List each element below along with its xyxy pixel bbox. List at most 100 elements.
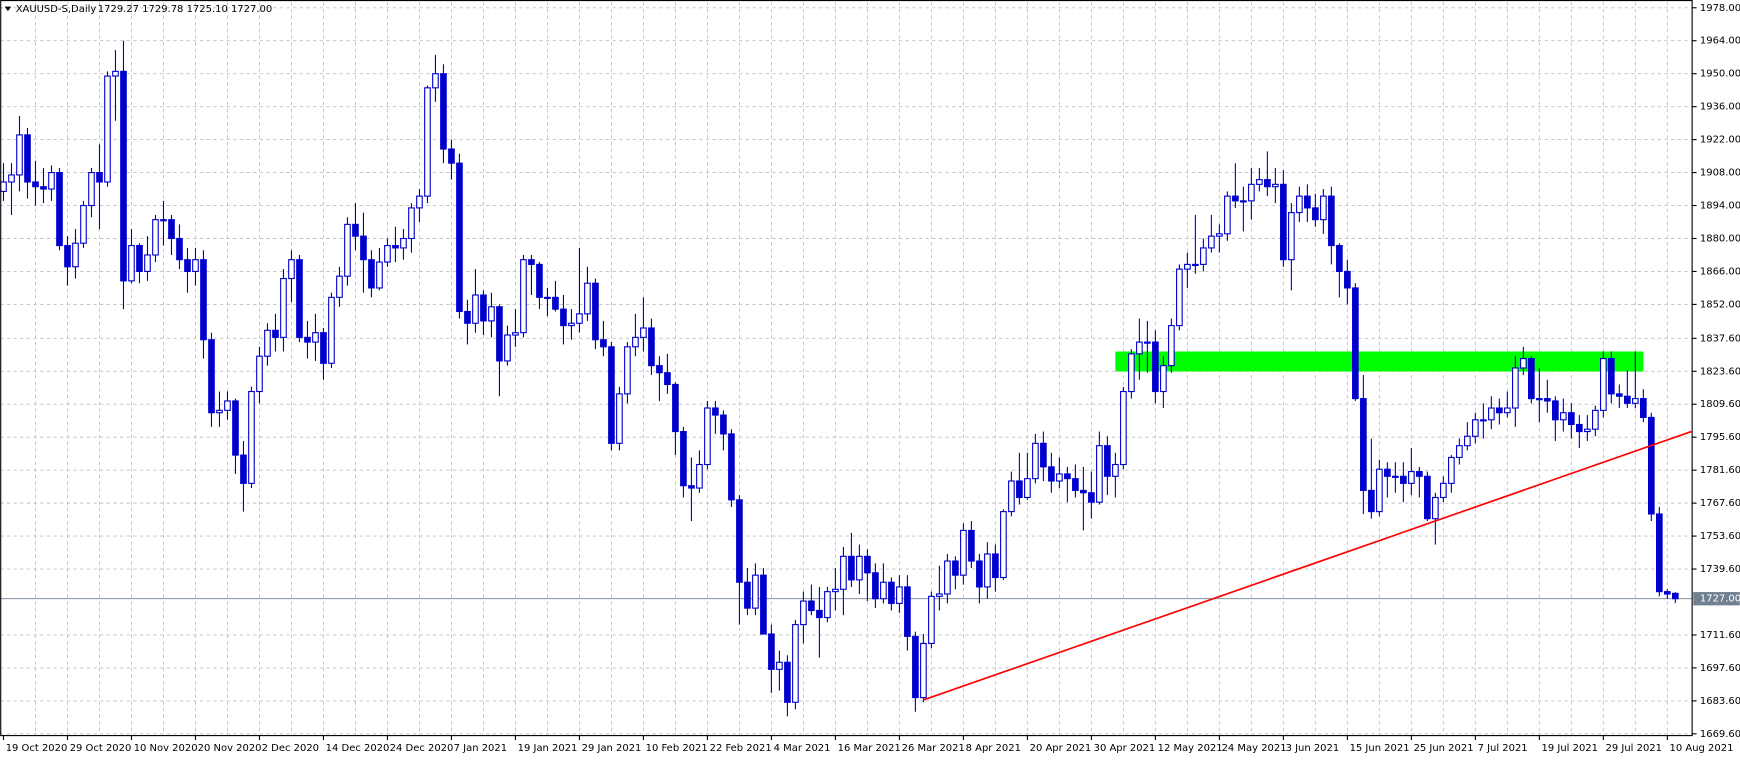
candle-body xyxy=(624,346,631,395)
candle-body xyxy=(520,259,527,334)
x-tick-label: 19 Jul 2021 xyxy=(1542,743,1598,754)
candle-body xyxy=(960,529,967,576)
candle-body xyxy=(1400,475,1407,484)
candle-body xyxy=(480,294,487,322)
candle-body xyxy=(1624,395,1631,404)
candle-body xyxy=(1392,475,1399,478)
candle-body xyxy=(472,294,479,324)
y-tick-label: 1711.60 xyxy=(1700,630,1740,641)
candle-body xyxy=(464,310,471,324)
x-tick-label: 7 Jul 2021 xyxy=(1478,743,1528,754)
candle-body xyxy=(1184,263,1191,270)
candle-body xyxy=(1288,212,1295,261)
candle-body xyxy=(248,390,255,484)
candle-body xyxy=(1384,468,1391,477)
candle-body xyxy=(0,181,7,192)
candle-body xyxy=(8,174,15,183)
candle-body xyxy=(1600,358,1607,411)
candle-body xyxy=(1504,407,1511,414)
candle-body xyxy=(1304,195,1311,209)
candle-body xyxy=(968,529,975,562)
candle-body xyxy=(608,346,615,444)
candle-body xyxy=(1272,183,1279,188)
candle-body xyxy=(1032,442,1039,480)
candle-body xyxy=(200,259,207,341)
menu-icon[interactable] xyxy=(4,6,12,12)
candle-body xyxy=(368,259,375,289)
candle-body xyxy=(864,555,871,574)
candle-body xyxy=(488,306,495,322)
candle-body xyxy=(1048,466,1055,482)
candle-body xyxy=(72,242,79,268)
candle-body xyxy=(832,588,839,593)
candle-body xyxy=(632,336,639,348)
x-tick-label: 3 Jun 2021 xyxy=(1286,743,1340,754)
candle-body xyxy=(328,296,335,364)
current-price-label: 1727.00 xyxy=(1700,594,1740,605)
candle-body xyxy=(1544,398,1551,402)
candle-body xyxy=(1640,398,1647,418)
candle-body xyxy=(872,572,879,600)
candle-body xyxy=(1584,428,1591,433)
candle-body xyxy=(760,574,767,635)
candle-body xyxy=(120,70,127,282)
candle-body xyxy=(1200,247,1207,265)
x-tick-label: 8 Apr 2021 xyxy=(966,743,1021,754)
candle-body xyxy=(256,355,263,393)
candle-body xyxy=(1496,407,1503,414)
candle-body xyxy=(992,553,999,579)
candle-body xyxy=(1256,179,1263,185)
candle-body xyxy=(896,586,903,604)
y-tick-label: 1950.00 xyxy=(1700,69,1740,80)
candle-body xyxy=(808,600,815,612)
candle-body xyxy=(576,313,583,324)
candle-body xyxy=(144,254,151,273)
candle-body xyxy=(400,237,407,249)
candle-body xyxy=(664,372,671,386)
candle-body xyxy=(1312,207,1319,221)
candle-body xyxy=(1632,398,1639,404)
candle-body xyxy=(312,332,319,343)
candle-body xyxy=(136,245,143,273)
x-tick-label: 14 Dec 2020 xyxy=(326,743,390,754)
candle-body xyxy=(800,600,807,626)
candle-body xyxy=(1528,358,1535,400)
candle-body xyxy=(1112,463,1119,477)
candle-body xyxy=(1136,341,1143,355)
candle-body xyxy=(976,560,983,588)
candle-body xyxy=(1464,435,1471,447)
candle-body xyxy=(1024,478,1031,499)
candle-body xyxy=(360,235,367,261)
candle-body xyxy=(1336,245,1343,273)
x-tick-label: 29 Oct 2020 xyxy=(70,743,132,754)
candle-body xyxy=(1672,592,1679,600)
candle-body xyxy=(1208,235,1215,249)
x-tick-label: 20 Nov 2020 xyxy=(198,743,262,754)
candle-body xyxy=(1656,513,1663,593)
candle-body xyxy=(816,609,823,619)
candle-body xyxy=(944,560,951,595)
candle-body xyxy=(1320,195,1327,221)
candle-body xyxy=(16,134,23,176)
candle-body xyxy=(40,186,47,190)
trendline xyxy=(923,430,1692,701)
candle-body xyxy=(712,407,719,416)
candle-body xyxy=(1120,390,1127,466)
candle-body xyxy=(552,296,559,310)
candle-body xyxy=(984,553,991,588)
candle-body xyxy=(304,336,311,343)
candle-body xyxy=(768,633,775,670)
candle-body xyxy=(240,454,247,484)
candle-body xyxy=(296,259,303,338)
candle-body xyxy=(1240,200,1247,203)
candle-body xyxy=(264,329,271,357)
candle-body xyxy=(280,277,287,338)
candle-body xyxy=(320,332,327,364)
x-tick-label: 25 Jun 2021 xyxy=(1414,743,1474,754)
candle-body xyxy=(592,282,599,341)
candle-body xyxy=(904,586,911,637)
candle-body xyxy=(64,245,71,268)
candle-body xyxy=(424,87,431,197)
